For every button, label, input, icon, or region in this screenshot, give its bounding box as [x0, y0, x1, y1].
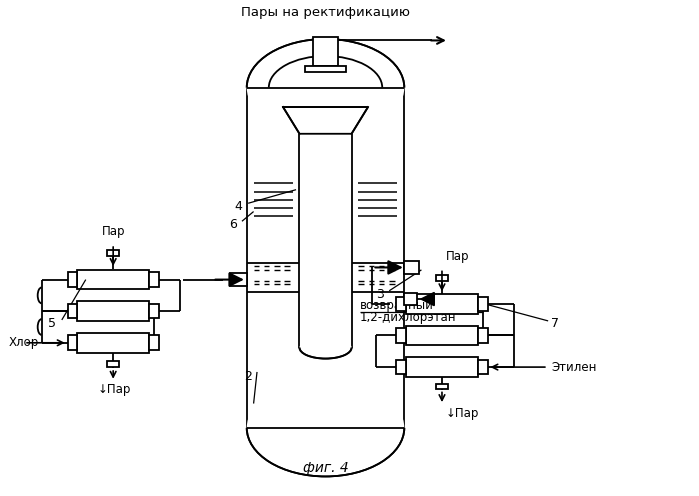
Bar: [435, 275, 448, 281]
Text: Хлор: Хлор: [8, 336, 38, 349]
Bar: [77, 333, 149, 353]
Text: 6: 6: [229, 218, 237, 231]
Bar: [478, 328, 487, 343]
Bar: [229, 273, 247, 286]
Bar: [305, 65, 347, 71]
Bar: [406, 357, 478, 377]
Bar: [396, 328, 406, 343]
Bar: [149, 272, 159, 287]
Bar: [404, 260, 419, 274]
Bar: [478, 297, 487, 311]
Text: ↓Пар: ↓Пар: [445, 407, 479, 420]
Bar: [107, 361, 120, 367]
Text: 4: 4: [235, 200, 243, 213]
Bar: [77, 302, 149, 321]
Text: Пары на ректификацию: Пары на ректификацию: [241, 5, 410, 18]
Text: Пар: Пар: [445, 249, 469, 262]
Bar: [396, 360, 406, 374]
Bar: [406, 294, 478, 313]
Bar: [77, 270, 149, 289]
Bar: [404, 293, 417, 305]
Text: 1,2-дихлорэтан: 1,2-дихлорэтан: [360, 311, 456, 324]
Ellipse shape: [247, 379, 404, 477]
Bar: [149, 304, 159, 318]
Bar: [478, 360, 487, 374]
Text: 2: 2: [244, 371, 252, 383]
Bar: [68, 304, 77, 318]
Bar: [435, 383, 448, 389]
Text: 7: 7: [551, 317, 559, 330]
Bar: [149, 335, 159, 350]
Bar: [299, 134, 352, 348]
Text: возвратный: возвратный: [360, 299, 433, 312]
Ellipse shape: [299, 337, 352, 359]
Bar: [68, 335, 77, 350]
Bar: [406, 326, 478, 345]
Bar: [68, 272, 77, 287]
Text: 3: 3: [376, 288, 384, 301]
Text: Этилен: Этилен: [552, 361, 597, 373]
Bar: [396, 297, 406, 311]
Ellipse shape: [247, 39, 404, 136]
Text: 5: 5: [48, 317, 55, 330]
Text: фиг. 4: фиг. 4: [303, 461, 348, 476]
Polygon shape: [283, 107, 368, 134]
Bar: [107, 250, 120, 256]
Bar: [313, 37, 338, 65]
Text: ↓Пар: ↓Пар: [98, 382, 131, 396]
Text: Пар: Пар: [101, 225, 125, 238]
